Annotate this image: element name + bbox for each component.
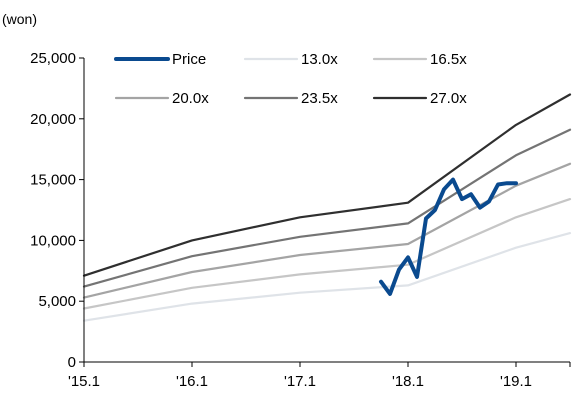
x-tick-label: '18.1 [392, 373, 424, 390]
legend-label: 20.0x [172, 90, 209, 107]
series-line-20-0x [82, 162, 572, 299]
series-line-16-5x [82, 198, 572, 310]
y-tick-label: 0 [68, 354, 76, 371]
legend-item-16-5x: 16.5x [372, 51, 467, 68]
x-tick-label: '17.1 [284, 373, 316, 390]
legend-item-20-0x: 20.0x [114, 90, 209, 107]
legend-item-27-0x: 27.0x [372, 90, 467, 107]
y-tick-label: 5,000 [38, 293, 76, 310]
series-line-23-5x [82, 128, 572, 288]
legend-item-23-5x: 23.5x [243, 90, 338, 107]
y-tick-label: 10,000 [30, 232, 76, 249]
legend-label: 27.0x [430, 90, 467, 107]
legend-label: 16.5x [430, 51, 467, 68]
series-line-13-0x [82, 232, 572, 322]
legend-item-price: Price [114, 51, 206, 68]
legend-label: Price [172, 51, 206, 68]
series-line-27-0x [82, 93, 572, 277]
axes: 25,000 20,000 15,000 10,000 5,000 0 '15.1 '16.1… [30, 50, 571, 390]
y-axis-unit-label: (won) [2, 11, 37, 27]
x-tick-label: '19.1 [500, 373, 532, 390]
legend-label: 13.0x [301, 51, 338, 68]
legend-label: 23.5x [301, 90, 338, 107]
series-lines [82, 93, 572, 322]
y-tick-label: 20,000 [30, 111, 76, 128]
y-tick-label: 15,000 [30, 172, 76, 189]
y-tick-label: 25,000 [30, 50, 76, 67]
legend-item-13-0x: 13.0x [243, 51, 338, 68]
x-tick-label: '15.1 [68, 373, 100, 390]
legend: Price 13.0x 16.5x 20.0x 23.5x 27.0x [114, 51, 467, 107]
series-line-price [379, 177, 518, 296]
x-tick-label: '16.1 [176, 373, 208, 390]
